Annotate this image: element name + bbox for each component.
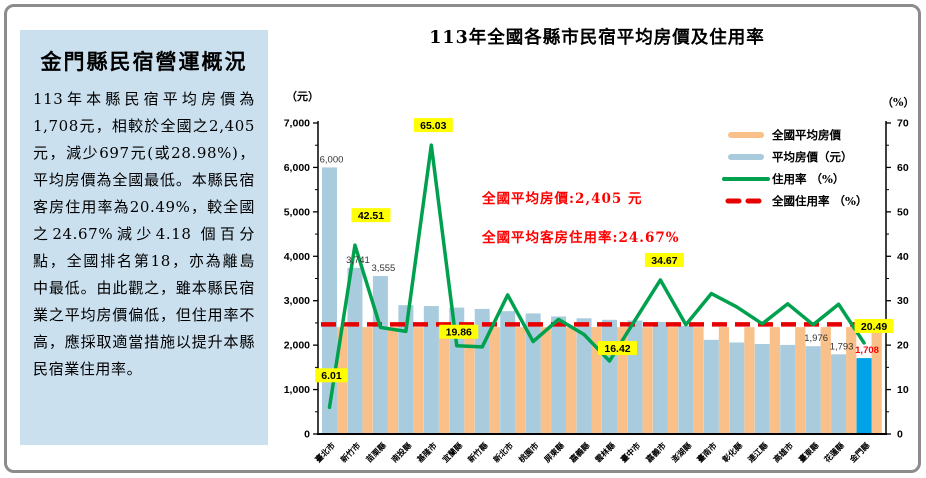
svg-text:1,793: 1,793 bbox=[830, 341, 854, 352]
svg-text:4,000: 4,000 bbox=[284, 251, 310, 263]
svg-text:40: 40 bbox=[897, 251, 909, 263]
svg-text:花蓮縣: 花蓮縣 bbox=[822, 440, 846, 464]
svg-text:平均房價（元）: 平均房價（元） bbox=[772, 150, 853, 164]
svg-text:雲林縣: 雲林縣 bbox=[593, 440, 617, 464]
svg-text:16.42: 16.42 bbox=[604, 343, 630, 355]
svg-text:50: 50 bbox=[897, 206, 909, 218]
svg-text:1,976: 1,976 bbox=[804, 333, 828, 344]
svg-text:臺中市: 臺中市 bbox=[618, 440, 642, 464]
svg-text:苗栗縣: 苗栗縣 bbox=[364, 440, 388, 464]
svg-text:彰化縣: 彰化縣 bbox=[720, 440, 744, 464]
svg-text:新竹市: 新竹市 bbox=[338, 440, 362, 464]
svg-text:南投縣: 南投縣 bbox=[389, 440, 413, 464]
svg-text:19.86: 19.86 bbox=[446, 327, 472, 339]
svg-text:住用率 （%）: 住用率 （%） bbox=[772, 172, 844, 186]
svg-text:新竹縣: 新竹縣 bbox=[466, 440, 490, 464]
svg-text:臺東縣: 臺東縣 bbox=[797, 440, 821, 464]
summary-panel: 金門縣民宿營運概況 113年本縣民宿平均房價為1,708元，相較於全國之2,40… bbox=[20, 30, 268, 445]
svg-text:金門縣: 金門縣 bbox=[847, 440, 872, 465]
svg-text:30: 30 bbox=[897, 295, 909, 307]
svg-text:6,000: 6,000 bbox=[320, 154, 344, 165]
svg-text:嘉義市: 嘉義市 bbox=[643, 440, 668, 465]
svg-text:10: 10 bbox=[897, 384, 909, 396]
svg-text:全國住用率 （%）: 全國住用率 （%） bbox=[771, 194, 867, 208]
svg-text:65.03: 65.03 bbox=[420, 120, 446, 132]
svg-text:全國平均房價:2,405 元: 全國平均房價:2,405 元 bbox=[481, 190, 642, 207]
svg-text:連江縣: 連江縣 bbox=[746, 440, 770, 464]
chart-canvas: 0 0 1,000 10 2,000 20 3,000 30 4,000 40 5,000 50 6,0… bbox=[284, 118, 909, 466]
svg-text:嘉義縣: 嘉義縣 bbox=[567, 440, 592, 465]
svg-text:34.67: 34.67 bbox=[651, 255, 677, 267]
svg-text:臺北市: 臺北市 bbox=[313, 440, 337, 464]
svg-text:0: 0 bbox=[897, 429, 903, 441]
svg-text:3,555: 3,555 bbox=[372, 263, 396, 274]
svg-text:高雄市: 高雄市 bbox=[771, 440, 795, 464]
svg-text:屏東縣: 屏東縣 bbox=[542, 440, 566, 464]
svg-text:澎湖縣: 澎湖縣 bbox=[669, 440, 693, 464]
svg-text:桃園市: 桃園市 bbox=[517, 440, 541, 464]
right-axis-unit: （%） bbox=[882, 96, 915, 109]
svg-text:基隆市: 基隆市 bbox=[414, 440, 439, 465]
svg-text:新北市: 新北市 bbox=[491, 440, 515, 464]
svg-text:70: 70 bbox=[897, 118, 909, 130]
svg-text:6,000: 6,000 bbox=[284, 162, 310, 174]
svg-text:60: 60 bbox=[897, 162, 909, 174]
svg-text:5,000: 5,000 bbox=[284, 206, 310, 218]
panel-body: 113年本縣民宿平均房價為1,708元，相較於全國之2,405元，減少697元(… bbox=[33, 90, 255, 378]
svg-text:臺南市: 臺南市 bbox=[695, 440, 719, 464]
svg-text:全國平均客房住用率:24.67%: 全國平均客房住用率:24.67% bbox=[481, 229, 680, 246]
svg-text:3,000: 3,000 bbox=[284, 295, 310, 307]
svg-text:7,000: 7,000 bbox=[284, 118, 310, 130]
svg-text:1,000: 1,000 bbox=[284, 384, 310, 396]
svg-text:42.51: 42.51 bbox=[358, 210, 384, 222]
svg-text:1,708: 1,708 bbox=[855, 345, 879, 356]
svg-text:0: 0 bbox=[304, 429, 310, 441]
svg-text:2,000: 2,000 bbox=[284, 340, 310, 352]
svg-text:20.49: 20.49 bbox=[861, 321, 887, 333]
svg-text:20: 20 bbox=[897, 340, 909, 352]
left-axis-unit: （元） bbox=[286, 90, 319, 103]
svg-text:全國平均房價: 全國平均房價 bbox=[771, 128, 841, 142]
svg-text:3,741: 3,741 bbox=[346, 255, 370, 266]
chart-title: 113年全國各縣市民宿平均房價及住用率 bbox=[429, 28, 765, 48]
svg-text:宜蘭縣: 宜蘭縣 bbox=[440, 440, 464, 464]
panel-title: 金門縣民宿營運概況 bbox=[40, 49, 248, 74]
svg-text:6.01: 6.01 bbox=[321, 370, 342, 382]
